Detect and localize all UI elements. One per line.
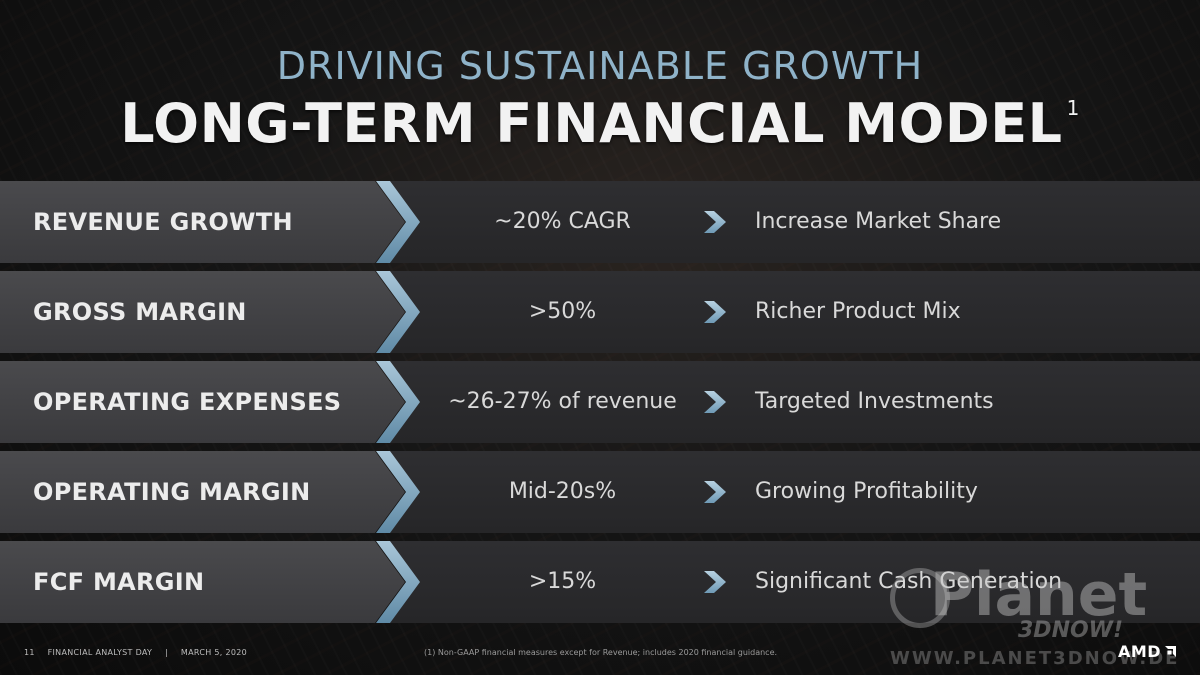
table-row: OPERATING MARGIN Mid-20s% Growing Profit…	[0, 451, 1200, 533]
row-driver-note: Growing Profitability	[755, 479, 978, 504]
row-metric-label: OPERATING MARGIN	[33, 478, 311, 506]
row-label-panel	[0, 451, 405, 533]
event-name: FINANCIAL ANALYST DAY	[47, 648, 153, 657]
row-target-value: >50%	[528, 299, 597, 324]
watermark-ring-icon	[890, 568, 950, 628]
row-driver-note: Increase Market Share	[755, 209, 1002, 234]
row-driver-note: Targeted Investments	[755, 389, 994, 414]
row-detail-panel	[378, 271, 1200, 353]
row-target-value: >15%	[528, 569, 597, 594]
title-footnote-marker: 1	[1066, 96, 1080, 120]
row-target-value: ~20% CAGR	[494, 209, 631, 234]
event-date: MARCH 5, 2020	[180, 648, 248, 657]
slide-footer: 11 FINANCIAL ANALYST DAY | MARCH 5, 2020	[24, 648, 257, 657]
watermark-brand-text: 3DNOW!	[1018, 618, 1123, 643]
slide-subtitle: DRIVING SUSTAINABLE GROWTH	[276, 44, 924, 88]
watermark-planet-text: Planet	[930, 560, 1148, 630]
row-target-value: ~26-27% of revenue	[448, 389, 677, 414]
table-row: REVENUE GROWTH ~20% CAGR Increase Market…	[0, 181, 1200, 263]
row-metric-label: OPERATING EXPENSES	[33, 388, 342, 416]
row-detail-panel	[378, 361, 1200, 443]
amd-logo: AMD	[1118, 642, 1177, 661]
row-detail-panel	[378, 541, 1200, 623]
row-label-panel	[0, 361, 405, 443]
amd-logo-text: AMD	[1118, 642, 1162, 661]
row-metric-label: REVENUE GROWTH	[33, 208, 293, 236]
row-detail-panel	[378, 451, 1200, 533]
row-label-panel	[0, 271, 405, 353]
slide-title: LONG-TERM FINANCIAL MODEL 1	[0, 92, 1200, 155]
row-target-value: Mid-20s%	[508, 479, 617, 504]
site-watermark: Planet 3DNOW! WWW.PLANET3DNOW.DE	[890, 560, 1190, 672]
amd-arrow-icon	[1165, 646, 1177, 657]
footer-separator: |	[165, 648, 169, 657]
footnote-text: (1) Non-GAAP financial measures except f…	[424, 648, 778, 657]
watermark-url-text: WWW.PLANET3DNOW.DE	[890, 648, 1180, 669]
row-metric-label: FCF MARGIN	[33, 568, 205, 596]
page-number: 11	[24, 648, 35, 657]
table-row: OPERATING EXPENSES ~26-27% of revenue Ta…	[0, 361, 1200, 443]
table-row: FCF MARGIN >15% Significant Cash Generat…	[0, 541, 1200, 623]
slide-title-text: LONG-TERM FINANCIAL MODEL	[120, 92, 1063, 155]
table-row: GROSS MARGIN >50% Richer Product Mix	[0, 271, 1200, 353]
row-label-panel	[0, 181, 405, 263]
row-metric-label: GROSS MARGIN	[33, 298, 247, 326]
row-label-panel	[0, 541, 405, 623]
row-detail-panel	[378, 181, 1200, 263]
row-driver-note: Richer Product Mix	[755, 299, 961, 324]
